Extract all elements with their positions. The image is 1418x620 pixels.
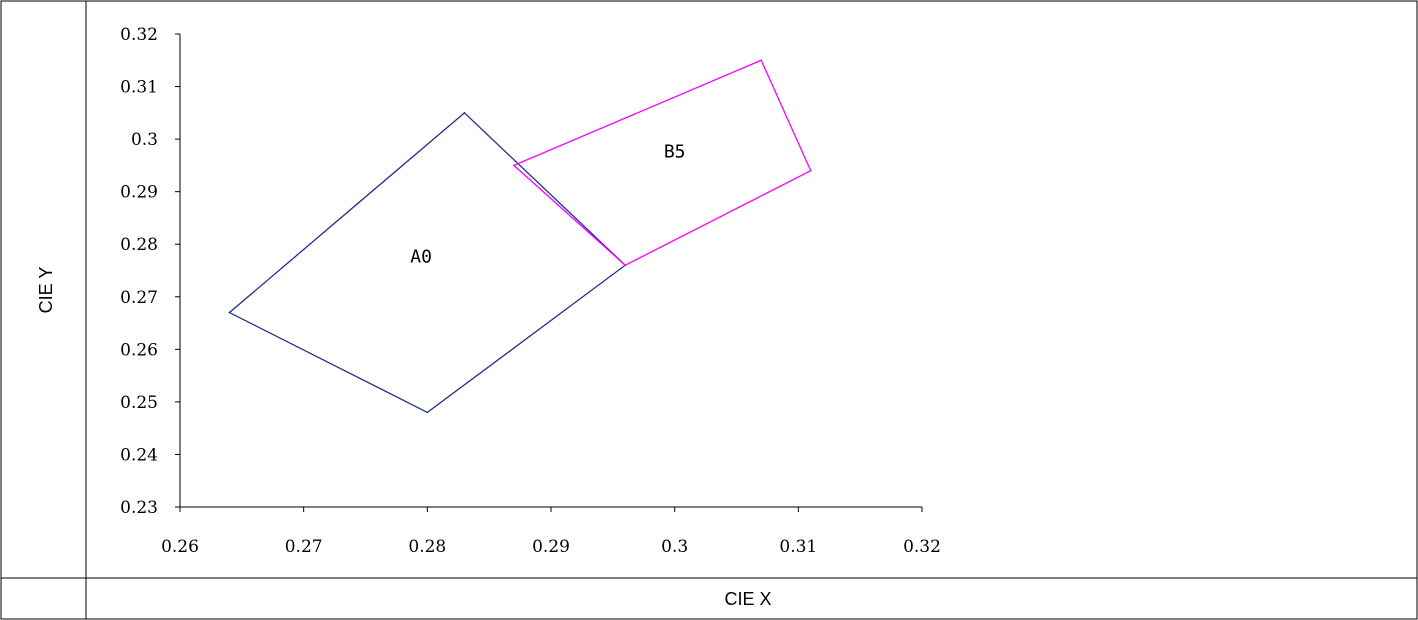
region-b5-vertex <box>624 264 626 267</box>
y-tick-label: 0.31 <box>120 78 158 98</box>
y-axis-title: CIE Y <box>36 267 56 314</box>
plot-regions: A0 B5 <box>228 59 812 414</box>
axis-ticks: 0.26 0.27 0.28 0.29 0.3 0.31 0.32 0.23 0.24 0.25 0… <box>120 25 941 557</box>
x-tick-label: 0.26 <box>161 537 199 557</box>
y-tick-label: 0.29 <box>120 183 158 203</box>
y-tick-label: 0.28 <box>120 235 158 255</box>
y-tick-label: 0.25 <box>120 393 158 413</box>
region-b5-outline <box>512 59 812 267</box>
x-tick-label: 0.29 <box>532 537 570 557</box>
x-tick-label: 0.32 <box>903 537 941 557</box>
y-tick-label: 0.24 <box>120 445 158 465</box>
region-b5-vertex <box>513 164 515 167</box>
region-b5-vertex <box>809 169 812 172</box>
region-a0-vertex <box>426 411 429 414</box>
x-tick-label: 0.27 <box>285 537 323 557</box>
region-a0-vertex <box>228 311 231 314</box>
x-tick-label: 0.28 <box>408 537 446 557</box>
y-tick-label: 0.3 <box>131 130 158 150</box>
y-tick-label: 0.26 <box>120 340 158 360</box>
x-tick-label: 0.31 <box>779 537 817 557</box>
region-a0-label: A0 <box>410 247 432 268</box>
region-b5-vertex <box>760 59 763 62</box>
x-tick-label: 0.3 <box>661 537 688 557</box>
x-axis-title: CIE X <box>724 589 771 609</box>
region-a0-vertex <box>463 112 466 114</box>
y-tick-label: 0.27 <box>120 288 158 308</box>
y-tick-label: 0.23 <box>120 498 158 518</box>
region-b5-label: B5 <box>664 142 686 163</box>
y-tick-label: 0.32 <box>120 25 158 45</box>
